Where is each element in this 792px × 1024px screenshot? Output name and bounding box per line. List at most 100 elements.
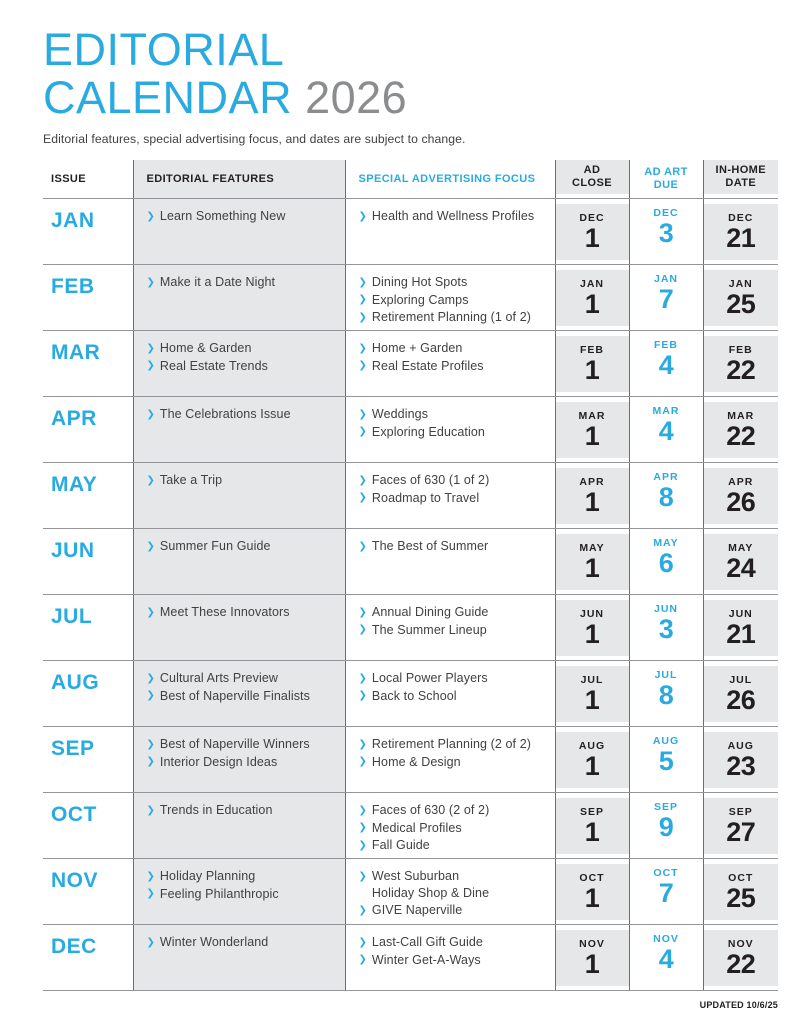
advertising-item: ❯ Dining Hot Spots [359,274,547,291]
advertising-focus-cell: ❯ Home + Garden ❯ Real Estate Profiles [344,330,555,397]
editorial-features-cell-list: ❯ Meet These Innovators [134,595,345,621]
in-home-cell: JAN 25 [702,264,778,331]
advertising-item: ❯ Medical Profiles [359,820,547,837]
date-day: 23 [726,751,756,781]
date-day: 4 [658,416,674,446]
advertising-item-label: Annual Dining Guide [371,605,489,619]
advertising-item: ❯ The Best of Summer [359,538,547,555]
chevron-right-icon: ❯ [146,342,155,354]
date-value: JUN 3 [630,595,703,650]
issue-cell: FEB [43,264,133,331]
issue-cell: JAN [43,198,133,265]
advertising-item-label: Fall Guide [371,838,430,852]
date-day: 7 [658,284,674,314]
date-day: 6 [658,548,674,578]
editorial-features-cell-list: ❯ The Celebrations Issue [134,397,345,423]
advertising-item: ❯ Faces of 630 (2 of 2) [359,802,547,819]
date-value: APR 1 [556,468,629,523]
date-month: APR [653,471,679,483]
date-day: 25 [726,289,756,319]
advertising-item-label: Home & Design [371,754,461,769]
issue-row-oct: OCT ❯ Trends in Education ❯ Faces of 630 (2 … [43,792,778,859]
advertising-item-label: Real Estate Profiles [371,358,484,373]
chevron-right-icon: ❯ [358,210,367,222]
date-value: APR 8 [630,463,703,518]
date-value: FEB 4 [630,331,703,386]
date-day: 1 [584,289,600,319]
issue-label: JUL [51,605,93,628]
updated-note: UPDATED 10/6/25 [699,1000,778,1010]
issue-cell: MAR [43,330,133,397]
editorial-features-cell: ❯ Home & Garden ❯ Real Estate Trends [132,330,345,397]
chevron-right-icon: ❯ [146,672,155,684]
column-header-label: EDITORIAL FEATURES [146,172,275,185]
issue-row-may: MAY ❯ Take a Trip ❯ Faces of 630 (1 of 2) ❯ Ro… [43,462,778,529]
advertising-focus-cell: ❯ Weddings ❯ Exploring Education [344,396,555,463]
date-day: 21 [726,619,756,649]
advertising-item: ❯ Health and Wellness Profiles [359,208,547,225]
advertising-item-label: Winter Get-A-Ways [371,952,481,967]
table-header: ISSUE EDITORIAL FEATURES SPECIAL ADVERTISI… [43,160,778,199]
advertising-focus-cell: ❯ Local Power Players ❯ Back to School [344,660,555,727]
advertising-item: ❯ Home + Garden [359,340,547,357]
ad-close-cell: DEC 1 [554,198,629,265]
date-value: MAY 24 [704,534,779,589]
feature-item: ❯ Learn Something New [147,208,337,225]
date-day: 24 [726,553,756,583]
date-month: AUG [652,735,680,747]
date-month: AUG [578,740,606,752]
advertising-item-label: Exploring Education [371,424,485,439]
date-month: NOV [579,938,605,950]
date-month: JUL [580,674,604,686]
feature-item: ❯ Interior Design Ideas [147,754,337,771]
date-month: FEB [728,344,753,356]
ad-close-cell: NOV 1 [554,924,629,991]
table-body: JAN ❯ Learn Something New ❯ Health and Welln… [43,198,779,991]
editorial-features-cell: ❯ The Celebrations Issue [132,396,345,463]
chevron-right-icon: ❯ [146,804,155,816]
ad-close-cell: JAN 1 [554,264,629,331]
ad-close-cell: AUG 1 [554,726,629,793]
date-month: NOV [653,933,679,945]
issue-cell: SEP [43,726,133,793]
advertising-focus-cell: ❯ Retirement Planning (2 of 2) ❯ Home & Des… [344,726,555,793]
feature-item: ❯ Winter Wonderland [147,934,337,951]
editorial-features-cell: ❯ Make it a Date Night [132,264,345,331]
in-home-cell: NOV 22 [702,924,778,991]
date-month: MAR [578,410,606,422]
date-day: 4 [658,350,674,380]
date-value: JUN 1 [556,600,629,655]
feature-item-label: Feeling Philanthropic [159,886,279,901]
advertising-focus-cell-list: ❯ Retirement Planning (2 of 2) ❯ Home & Des… [346,727,555,770]
chevron-right-icon: ❯ [358,606,367,618]
date-day: 1 [584,421,600,451]
feature-item: ❯ Feeling Philanthropic [147,886,337,903]
advertising-item: ❯ Retirement Planning (2 of 2) [359,736,547,753]
advertising-focus-cell-list: ❯ Annual Dining Guide ❯ The Summer Lineup [346,595,555,638]
advertising-item-label: Back to School [371,688,457,703]
feature-item: ❯ Cultural Arts Preview [147,670,337,687]
advertising-item: ❯ Last-Call Gift Guide [359,934,547,951]
date-day: 27 [726,817,756,847]
advertising-focus-cell-list: ❯ The Best of Summer [346,529,555,555]
title-line1: EDITORIAL [43,24,285,75]
advertising-item: ❯ The Summer Lineup [359,622,547,639]
feature-item: ❯ Trends in Education [147,802,337,819]
date-day: 8 [658,680,674,710]
ad-art-due-cell: JUN 3 [628,594,703,661]
column-header-label: AD ART DUE [644,166,688,191]
date-month: JUN [728,608,753,620]
advertising-item-label: Home + Garden [371,341,463,355]
advertising-focus-cell-list: ❯ Dining Hot Spots ❯ Exploring Camps ❯ Retire… [346,265,555,326]
chevron-right-icon: ❯ [146,870,155,882]
in-home-cell: FEB 22 [702,330,778,397]
advertising-item: ❯ Home & Design [359,754,547,771]
date-day: 22 [726,949,756,979]
advertising-item-label: Faces of 630 (1 of 2) [371,473,490,487]
ad-close-cell: JUN 1 [554,594,629,661]
feature-item-label: Home & Garden [159,341,252,355]
date-value: DEC 1 [556,204,629,259]
date-day: 1 [584,883,600,913]
date-day: 3 [658,218,674,248]
date-value: DEC 21 [704,204,779,259]
